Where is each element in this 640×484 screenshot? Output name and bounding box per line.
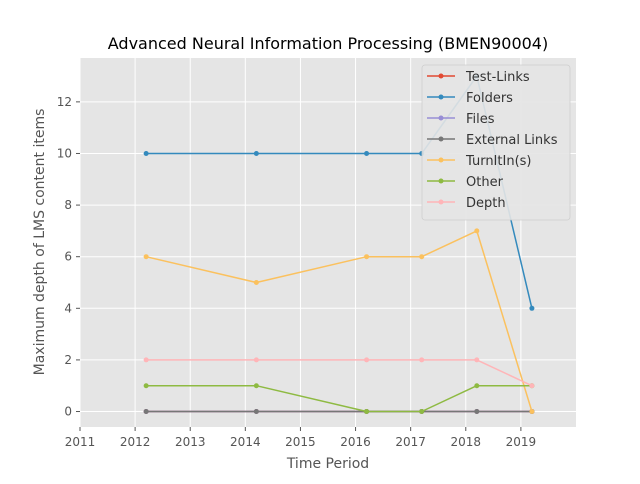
series-line [146,359,533,387]
data-point [529,305,535,311]
data-point [529,409,535,415]
data-point [419,254,425,260]
y-tick-label: 12 [57,95,72,109]
legend-marker [438,178,444,184]
x-tick-label: 2019 [506,435,537,449]
legend-marker [438,73,444,79]
x-axis-label: Time Period [286,456,369,472]
legend-label: TurnItIn(s) [465,154,531,169]
legend-marker [438,115,444,121]
data-point [143,150,149,156]
y-tick-label: 2 [64,353,72,367]
series-line [146,384,532,413]
y-tick-label: 4 [64,301,72,315]
data-point [364,254,370,260]
legend-marker [438,136,444,142]
data-point [529,383,535,389]
data-point [253,357,259,363]
x-tick-label: 2011 [65,435,96,449]
y-tick-label: 10 [57,146,72,160]
x-tick-label: 2018 [451,435,482,449]
data-point [419,357,425,363]
data-point [364,150,370,156]
x-tick-label: 2015 [285,435,316,449]
legend-marker [438,94,444,100]
data-point [474,228,480,234]
x-tick-label: 2017 [395,435,426,449]
y-axis-label: Maximum depth of LMS content items [32,109,48,376]
data-point [143,254,149,260]
legend-label: Other [466,175,504,190]
series-line [145,230,533,412]
axes: 2011 2012 2013 2014 2015 2016 2017 2018 2019 0 2 4 6… [57,95,536,449]
legend-label: Test-Links [465,70,530,85]
x-tick-label: 2012 [120,435,151,449]
series-lines [143,73,535,415]
x-tick-label: 2013 [175,435,206,449]
data-point [253,279,259,285]
y-tick-label: 6 [64,250,72,264]
legend-marker [438,199,444,205]
legend-marker [438,157,444,163]
x-tick-label: 2016 [340,435,371,449]
legend-label: External Links [466,133,558,148]
data-point [364,409,370,415]
data-point [143,409,149,415]
legend-label: Files [466,112,495,127]
data-point [419,409,425,415]
data-point [143,383,149,389]
data-point [253,150,259,156]
legend-label: Folders [466,91,513,106]
data-point [474,383,480,389]
data-point [253,383,259,389]
legend-box [421,64,571,221]
data-point [474,409,480,415]
legend-label: Depth [466,196,506,211]
data-point [474,357,480,363]
data-point [253,409,259,415]
x-tick-label: 2014 [230,435,261,449]
y-tick-label: 0 [64,405,72,419]
data-point [143,357,149,363]
data-point [364,357,370,363]
legend: Test-Links Folders Files External Links Turn… [421,64,571,221]
y-tick-label: 8 [64,198,72,212]
chart-title: Advanced Neural Information Processing (… [108,34,548,53]
